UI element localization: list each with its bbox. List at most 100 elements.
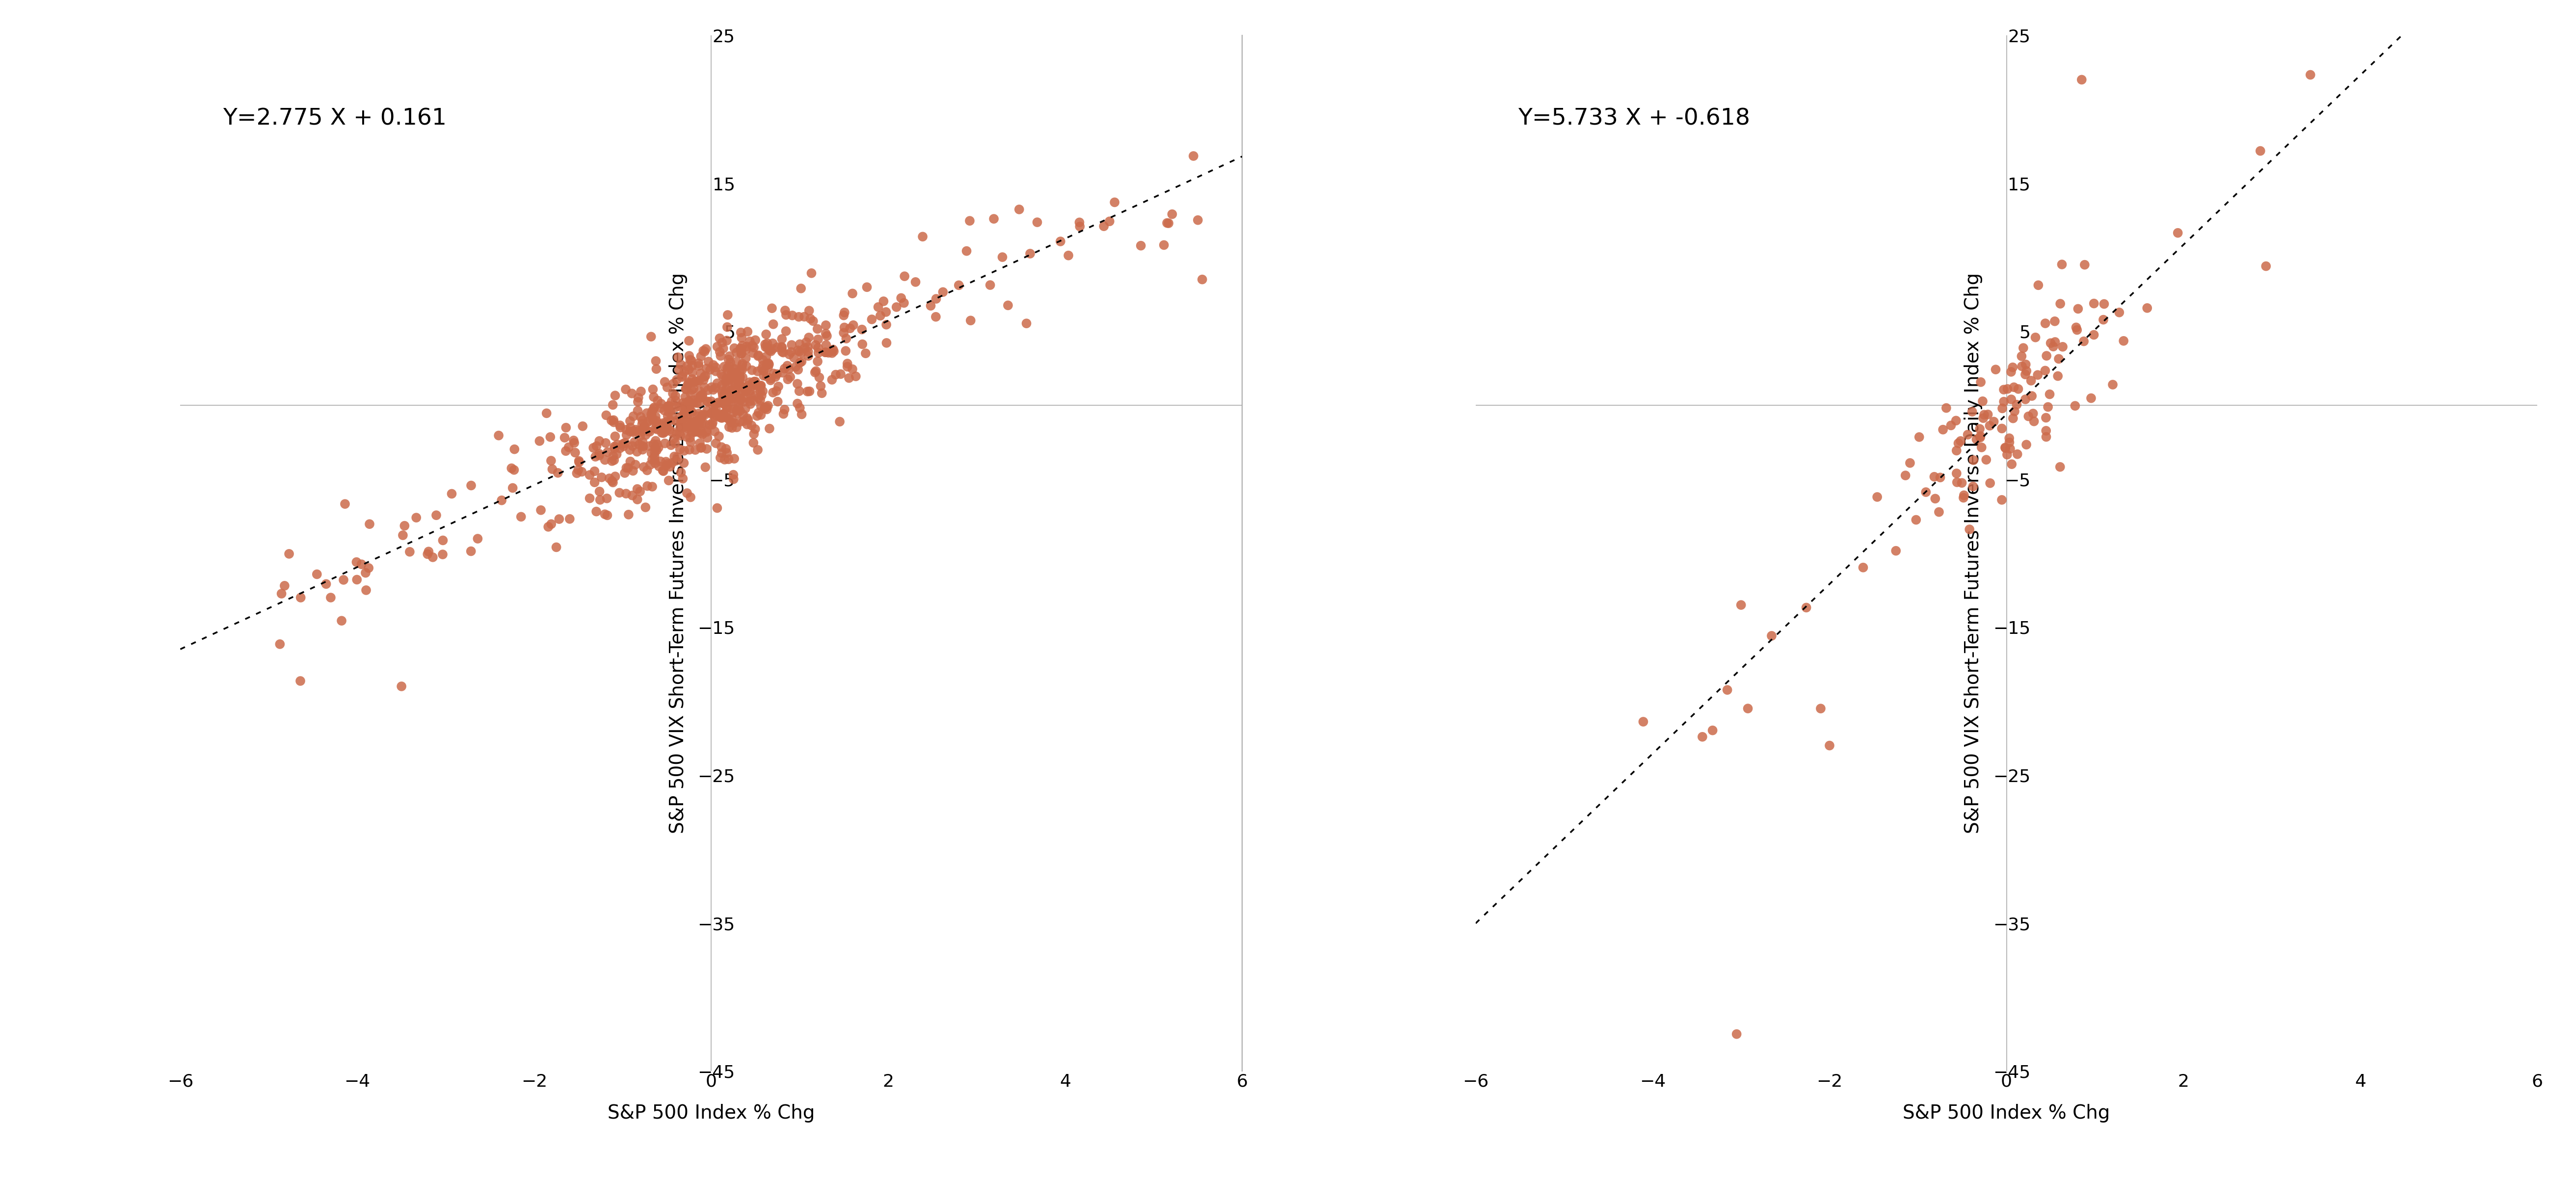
Point xyxy=(716,401,757,420)
Point xyxy=(737,346,778,365)
Point xyxy=(1888,453,1929,472)
Point xyxy=(611,418,652,437)
Point xyxy=(703,404,744,423)
Point xyxy=(1906,483,1947,501)
Point xyxy=(670,440,711,459)
Point xyxy=(765,359,806,378)
Point xyxy=(714,399,755,418)
Point xyxy=(662,417,703,435)
Point xyxy=(611,423,652,441)
Point xyxy=(662,404,703,423)
Point xyxy=(667,332,708,351)
Point xyxy=(616,479,657,498)
Point xyxy=(698,393,739,412)
Point xyxy=(1942,486,1984,505)
Point xyxy=(858,298,899,317)
Point xyxy=(742,351,783,370)
Point xyxy=(2025,314,2066,333)
Point xyxy=(1182,270,1224,288)
Point xyxy=(866,302,907,321)
Point xyxy=(783,307,824,326)
Point xyxy=(636,435,677,454)
Point xyxy=(644,401,685,420)
Point xyxy=(556,464,598,483)
Point xyxy=(649,411,690,430)
Point xyxy=(688,428,729,447)
Point xyxy=(752,334,793,353)
Point xyxy=(832,360,873,379)
Point xyxy=(659,408,701,427)
Point xyxy=(757,338,799,357)
Point xyxy=(770,367,811,386)
Point xyxy=(909,297,951,315)
Point xyxy=(742,381,783,400)
Point xyxy=(1919,468,1960,487)
Point xyxy=(665,363,706,381)
Point xyxy=(1041,232,1082,251)
Point xyxy=(569,488,611,507)
Point xyxy=(613,437,654,455)
Point xyxy=(742,366,783,385)
Point xyxy=(750,341,791,360)
Point xyxy=(719,385,760,404)
Point xyxy=(747,339,788,358)
Point xyxy=(2331,14,2372,33)
Point xyxy=(595,386,636,405)
Point xyxy=(737,363,778,381)
Point xyxy=(714,365,755,384)
Point xyxy=(914,307,956,326)
Point xyxy=(384,517,425,536)
Point xyxy=(734,386,775,405)
Point xyxy=(2056,320,2097,339)
Point xyxy=(2017,275,2058,294)
Point xyxy=(590,468,631,487)
Point xyxy=(721,360,762,379)
Point xyxy=(595,437,636,455)
Point xyxy=(616,443,657,461)
Point xyxy=(698,405,739,424)
Point xyxy=(778,374,819,393)
Point xyxy=(592,451,634,470)
Point xyxy=(945,241,987,260)
Point xyxy=(827,358,868,377)
Point xyxy=(590,411,631,430)
Point xyxy=(765,321,806,340)
Point xyxy=(662,393,703,412)
Point xyxy=(706,371,747,390)
Point xyxy=(2009,371,2050,390)
Point xyxy=(528,518,569,537)
Point xyxy=(739,397,781,415)
Point xyxy=(531,427,572,446)
Point xyxy=(1010,244,1051,262)
Point xyxy=(605,464,647,483)
Point xyxy=(1986,445,2027,464)
Point xyxy=(1623,712,1664,731)
Point xyxy=(796,319,837,338)
Point xyxy=(495,440,536,459)
Point xyxy=(796,361,837,380)
Text: Y=2.775 X + 0.161: Y=2.775 X + 0.161 xyxy=(222,108,446,129)
Point xyxy=(611,412,652,431)
Point xyxy=(1942,473,1984,492)
Point xyxy=(724,412,765,431)
Point xyxy=(662,418,703,437)
Point xyxy=(621,427,662,446)
Point xyxy=(884,293,925,312)
Point xyxy=(729,332,770,351)
Point xyxy=(618,388,659,407)
Point xyxy=(634,398,675,417)
Point xyxy=(665,393,706,412)
Point xyxy=(667,484,708,503)
Point xyxy=(631,380,672,399)
Point xyxy=(714,465,755,484)
Point xyxy=(726,388,768,407)
Point xyxy=(659,419,701,438)
Point xyxy=(711,353,752,372)
Point xyxy=(708,390,750,408)
Point xyxy=(680,386,721,405)
Y-axis label: S&P 500 VIX Short-Term Futures Inverse Daily Index % Chg: S&P 500 VIX Short-Term Futures Inverse D… xyxy=(670,273,688,833)
Point xyxy=(407,543,448,561)
Point xyxy=(768,357,809,375)
Point xyxy=(719,412,760,431)
Point xyxy=(456,530,497,548)
